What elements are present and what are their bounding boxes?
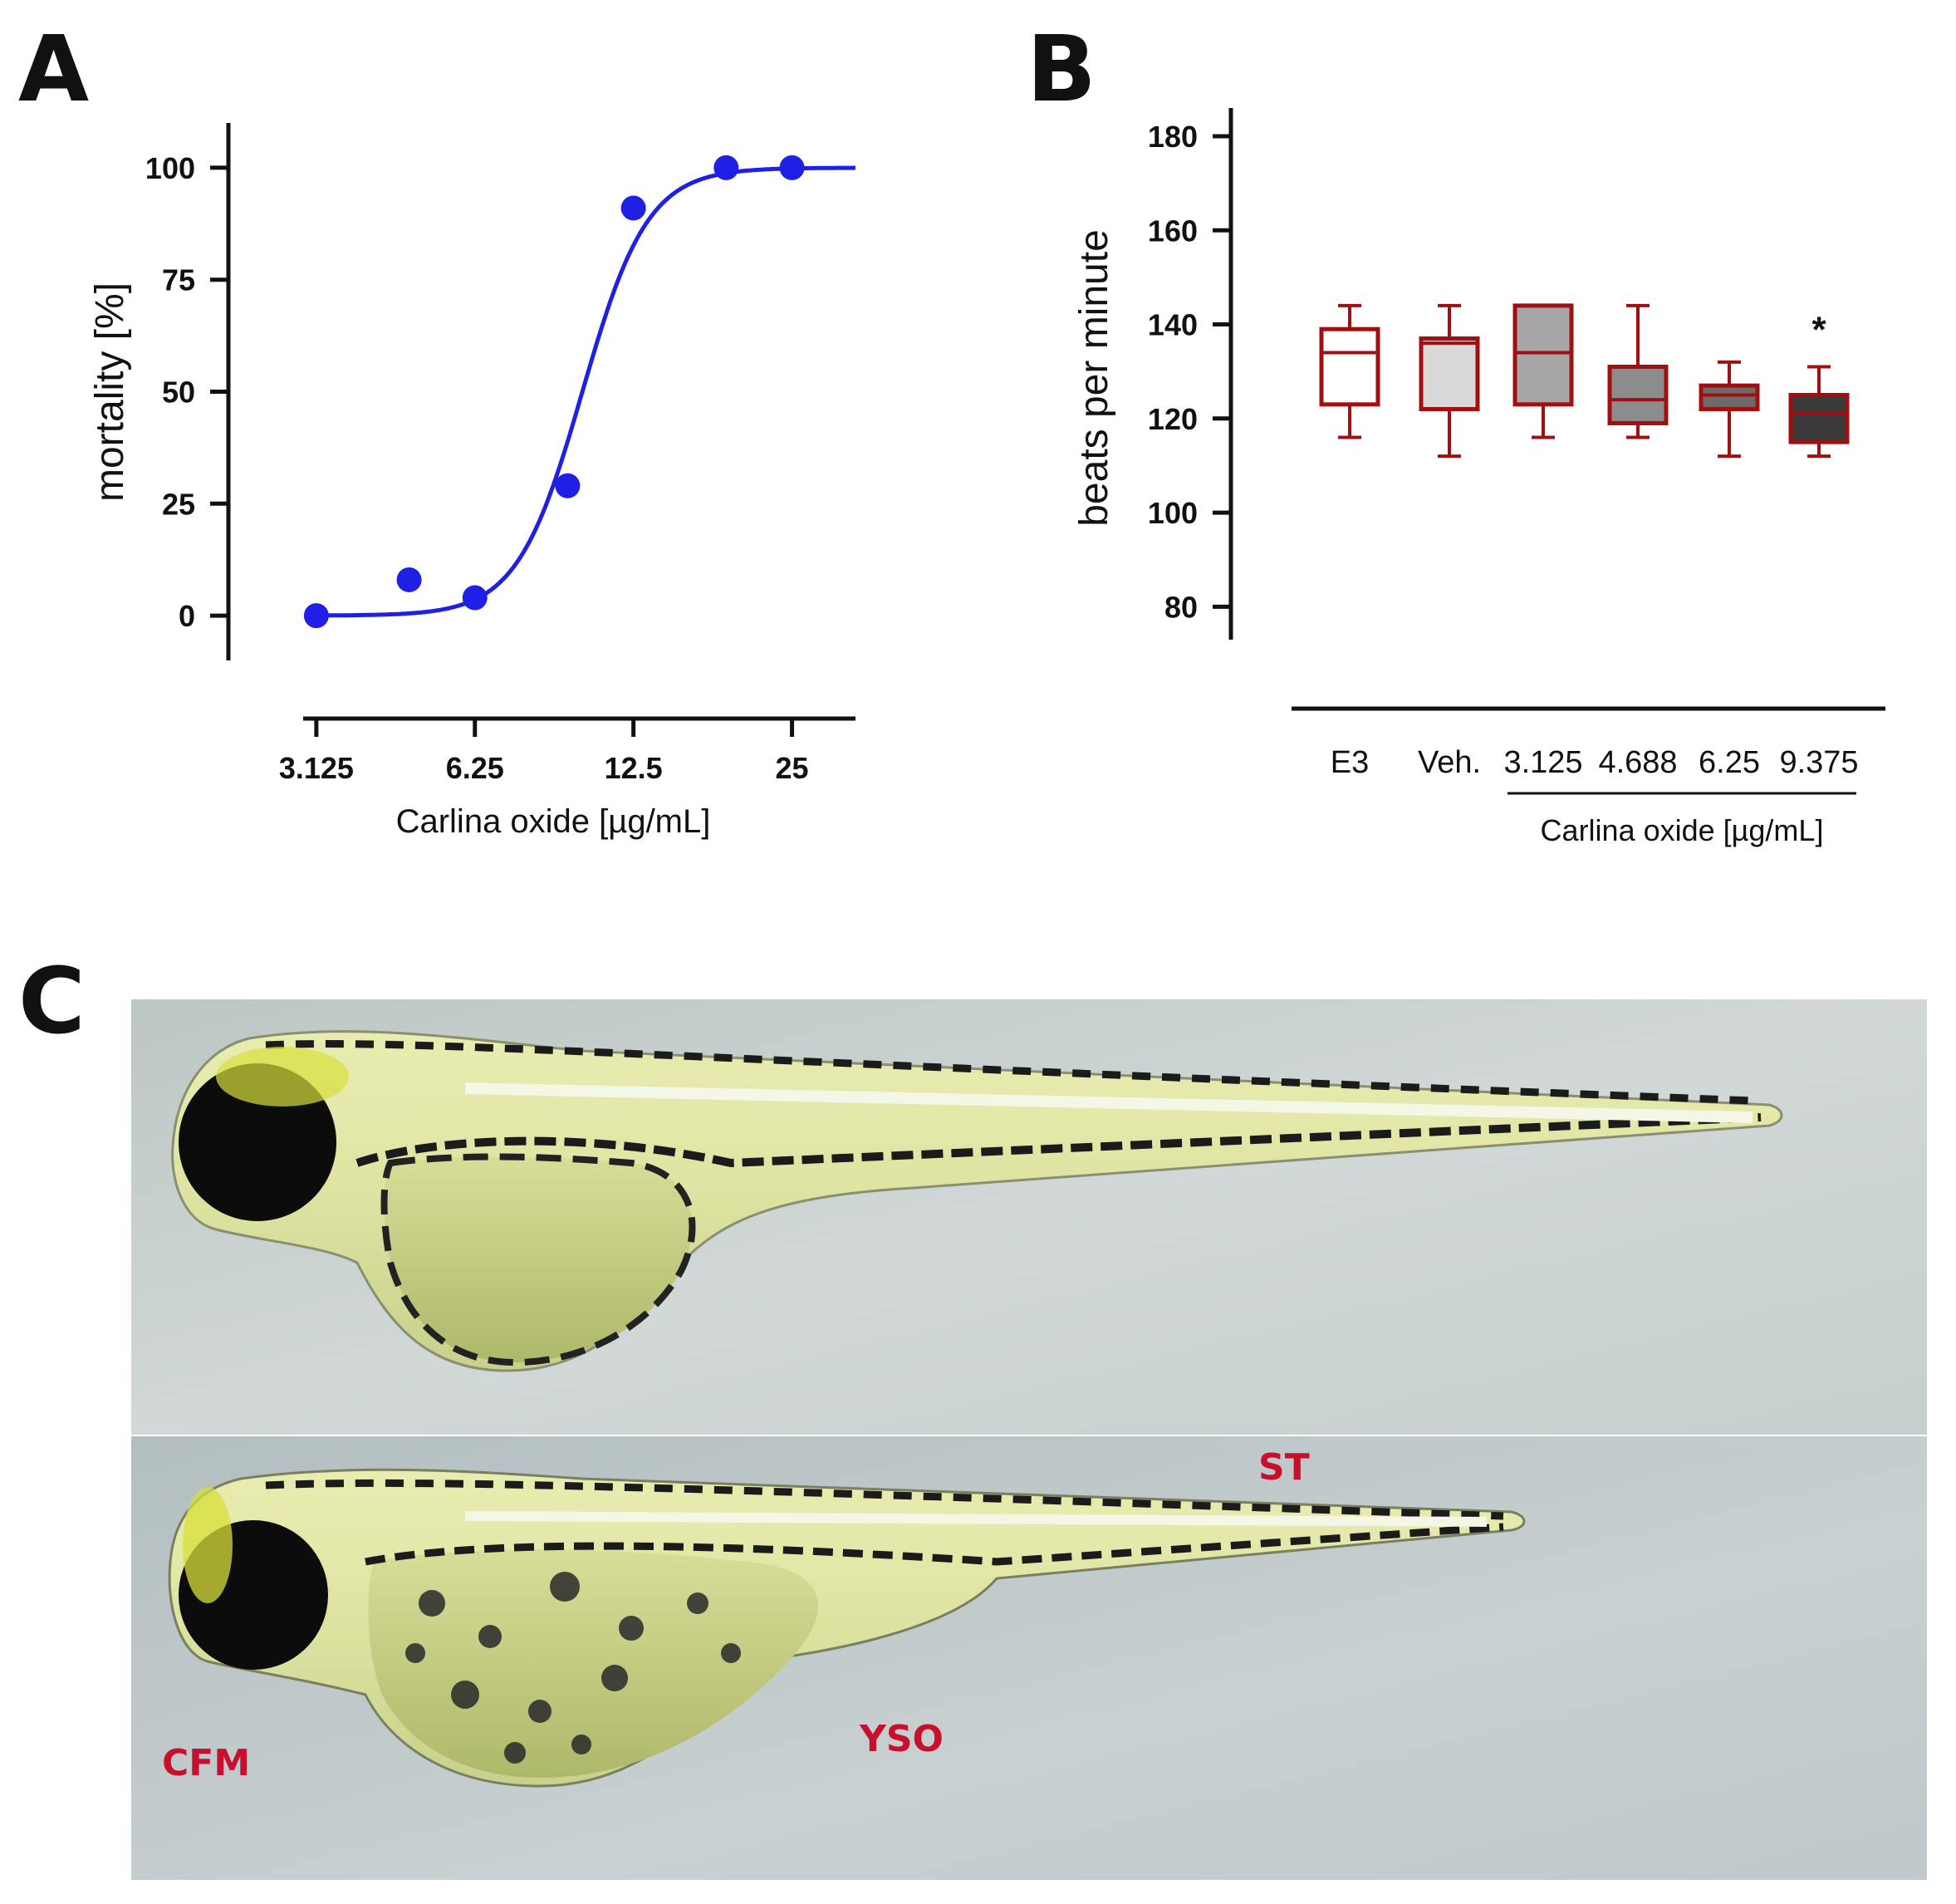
st-label: ST [1258,1446,1310,1489]
b-y-tick-label: 140 [1148,308,1198,342]
treated-larva-image [131,1436,1927,1880]
zebrafish-photo [131,999,1927,1880]
b-x-tick-label: 6.25 [1699,745,1760,780]
a-x-tick-label: 25 [776,751,809,785]
b-y-axis-label: beats per minute [1072,229,1116,527]
panel-letter-b: B [1027,16,1096,122]
b-box-iqr [1419,336,1480,411]
mortality-chart: 0 25 50 75 100 mortality [%] 3.125 6.25 12.5 25 Ca… [88,123,856,840]
a-y-tick-label: 25 [162,487,195,521]
a-data-point [620,195,646,221]
b-significance-mark: * [1811,310,1826,351]
a-x-tick-label: 6.25 [446,751,504,785]
b-y-tick-label: 180 [1148,120,1198,154]
b-box-iqr [1319,326,1380,407]
control-larva-image [131,999,1927,1435]
yso-label: YSO [860,1718,944,1760]
b-box-5 [1788,365,1850,459]
b-y-tick-label: 160 [1148,213,1198,248]
a-y-tick-label: 0 [179,599,195,633]
a-data-point [396,567,422,592]
a-y-tick-label: 75 [162,263,195,297]
b-x-tick-label: 9.375 [1779,745,1858,780]
b-box-iqr [1607,365,1669,425]
a-data-point [462,585,488,611]
a-x-tick-label: 12.5 [605,751,663,785]
b-x-axis-label: Carlina oxide [µg/mL] [1541,813,1824,847]
a-x-axis-label: Carlina oxide [µg/mL] [396,803,711,840]
b-box-1 [1419,303,1480,459]
b-x-tick-label: 4.688 [1598,745,1677,780]
a-data-point [303,603,329,629]
b-box-4 [1699,360,1760,459]
a-data-point [779,155,805,180]
a-fit-curve [316,165,856,618]
b-y-tick-label: 100 [1148,496,1198,530]
a-x-tick-label: 3.125 [279,751,354,785]
b-x-tick-label: E3 [1331,745,1369,780]
a-y-tick-label: 50 [162,375,195,410]
b-box-iqr [1512,303,1574,407]
b-x-tick-label: Veh. [1418,745,1481,780]
a-y-tick-label: 100 [145,151,195,185]
b-box-iqr [1788,392,1850,444]
heart-rate-chart: 80 100 120 140 160 180 beats per minute E3 Veh. 3… [1072,108,1885,847]
b-box-0 [1319,303,1380,439]
b-y-tick-label: 80 [1164,590,1198,624]
a-data-point [713,155,739,180]
b-box-iqr [1699,383,1760,411]
a-y-axis-label: mortality [%] [88,282,132,502]
cfm-label: CFM [162,1742,251,1784]
b-box-3 [1607,303,1669,439]
a-data-point [555,473,581,498]
b-y-tick-label: 120 [1148,402,1198,436]
panel-letter-a: A [18,16,90,122]
b-x-tick-label: 3.125 [1503,745,1582,780]
panel-letter-c: C [18,948,86,1054]
b-box-2 [1512,303,1574,439]
